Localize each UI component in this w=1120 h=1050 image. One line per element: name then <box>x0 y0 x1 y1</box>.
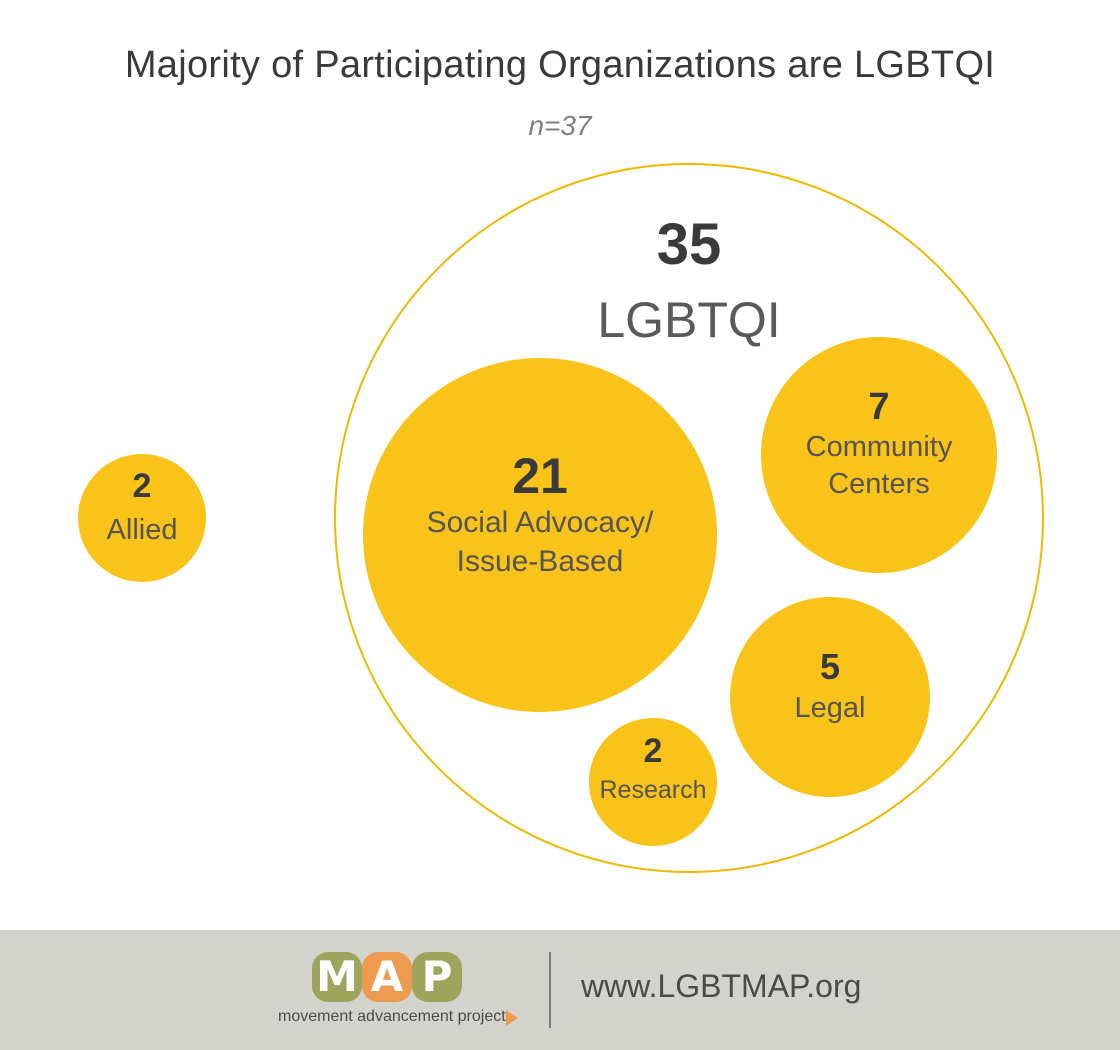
bubble-allied <box>78 454 206 582</box>
footer: M A P movement advancement project www.L… <box>0 930 1120 1050</box>
bubble-value-social-advocacy-issue-based: 21 <box>512 448 568 504</box>
bubble-label-community-centers: Community <box>806 431 953 463</box>
bubble-research <box>589 718 717 846</box>
logo-letter-p: P <box>412 952 462 1002</box>
map-logo[interactable]: M A P movement advancement project <box>278 952 528 1032</box>
bubble-community-centers <box>761 337 997 573</box>
bubble-social-advocacy-issue-based <box>363 358 717 712</box>
logo-letter-a: A <box>362 952 412 1002</box>
bubble-value-research: 2 <box>644 732 663 770</box>
logo-tagline: movement advancement project <box>278 1008 506 1025</box>
bubble-label-social-advocacy-issue-based: Issue-Based <box>457 545 624 578</box>
footer-divider <box>549 952 551 1028</box>
bubble-value-legal: 5 <box>820 646 840 687</box>
bubble-value-community-centers: 7 <box>868 386 889 428</box>
logo-letter-m: M <box>312 952 362 1002</box>
bubble-label-social-advocacy-issue-based: Social Advocacy/ <box>427 506 654 539</box>
chart-subtitle: n=37 <box>528 110 592 141</box>
bubble-legal <box>730 597 930 797</box>
bubble-label-allied: Allied <box>107 514 178 546</box>
group-circle-lgbtqi <box>334 163 1044 873</box>
chart-title: Majority of Participating Organizations … <box>124 44 996 86</box>
bubble-label-community-centers: Centers <box>828 468 930 500</box>
bubble-value-allied: 2 <box>133 467 152 505</box>
group-value-lgbtqi: 35 <box>657 212 722 277</box>
group-label-lgbtqi: LGBTQI <box>597 292 780 348</box>
bubble-label-research: Research <box>600 776 707 804</box>
bubble-label-legal: Legal <box>795 692 866 724</box>
website-link[interactable]: www.LGBTMAP.org <box>581 968 862 1004</box>
play-arrow-icon <box>506 1010 518 1026</box>
